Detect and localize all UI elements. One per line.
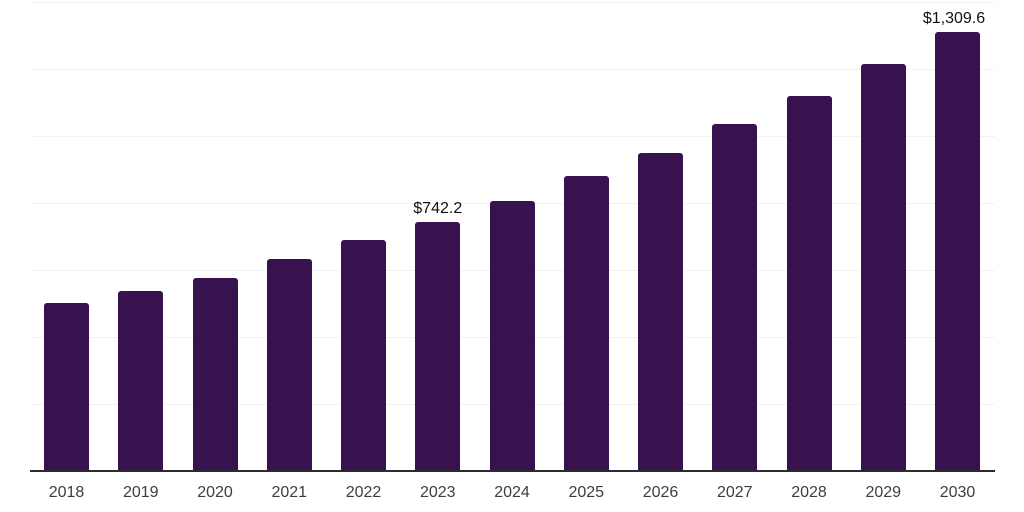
bar-2020 bbox=[192, 278, 238, 471]
x-tick-2020: 2020 bbox=[197, 484, 233, 501]
bar-2019 bbox=[118, 291, 164, 471]
gridline-1000 bbox=[30, 136, 995, 137]
x-tick-2021: 2021 bbox=[271, 484, 308, 501]
bar-2025 bbox=[563, 176, 609, 471]
bar-2021 bbox=[266, 258, 312, 471]
x-tick-2023: 2023 bbox=[419, 484, 456, 501]
x-tick-2028: 2028 bbox=[791, 484, 827, 501]
x-tick-2029: 2029 bbox=[865, 484, 902, 501]
bar-2028 bbox=[786, 96, 832, 471]
x-tick-2030: 2030 bbox=[939, 484, 976, 501]
bar-2026 bbox=[638, 153, 683, 471]
bar-2027 bbox=[712, 123, 758, 471]
bar-value-label-2023: $742.2 bbox=[413, 200, 463, 218]
x-tick-2027: 2027 bbox=[716, 484, 753, 501]
x-tick-2024: 2024 bbox=[494, 484, 530, 501]
gridline-1200 bbox=[30, 69, 995, 70]
bar-2022 bbox=[341, 239, 386, 471]
bar-2029 bbox=[860, 63, 906, 471]
x-tick-2018: 2018 bbox=[48, 484, 85, 501]
bar-value-label-2030: $1,309.6 bbox=[922, 10, 986, 28]
x-tick-2022: 2022 bbox=[345, 484, 382, 501]
x-axis-line bbox=[30, 470, 995, 472]
bar-2023 bbox=[415, 222, 461, 471]
bar-2024 bbox=[489, 200, 535, 471]
bar-2018 bbox=[44, 303, 89, 471]
gridline-1400 bbox=[30, 2, 995, 3]
x-tick-2026: 2026 bbox=[642, 484, 679, 501]
bar-2030 bbox=[935, 32, 980, 471]
x-tick-2019: 2019 bbox=[122, 484, 159, 501]
x-tick-2025: 2025 bbox=[568, 484, 605, 501]
